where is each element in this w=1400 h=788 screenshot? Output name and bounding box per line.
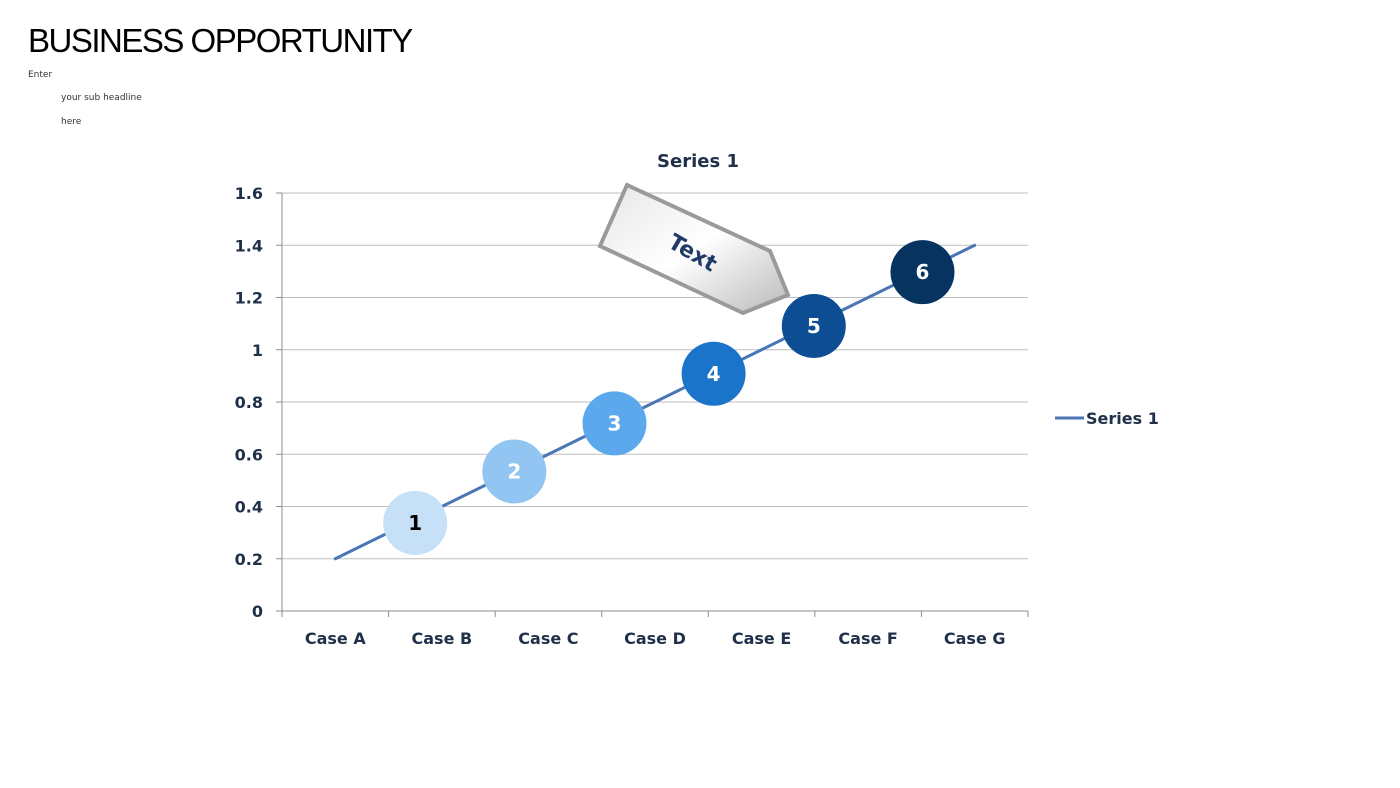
y-tick-label: 0.6 [235,445,263,464]
x-tick-label: Case C [518,629,578,648]
step-marker-circle [582,391,647,456]
y-tick-label: 0.8 [235,393,263,412]
step-marker-label: 1 [408,511,422,535]
step-marker-circle [681,341,746,406]
y-tick-label: 0.2 [235,550,263,569]
subheadline-line-3: here [61,117,82,127]
y-tick-label: 0.4 [235,498,263,517]
step-marker-label: 6 [916,260,930,284]
page-title: BUSINESS OPPORTUNITY [28,22,413,59]
legend-label: Series 1 [1086,409,1159,428]
step-marker-circle [890,240,955,305]
step-marker-label: 5 [807,314,821,338]
x-tick-label: Case F [838,629,897,648]
y-tick-label: 1.2 [235,289,263,308]
x-tick-label: Case E [732,629,791,648]
step-marker-circle [482,439,547,504]
step-marker-label: 4 [707,362,721,386]
y-tick-label: 0 [252,602,263,621]
x-tick-label: Case A [305,629,366,648]
step-marker-circle [383,490,448,555]
subheadline-line-1: Enter [28,70,53,80]
x-tick-label: Case D [624,629,686,648]
chart-title: Series 1 [657,151,739,172]
subheadline-line-2: your sub headline [61,93,142,103]
y-tick-label: 1.6 [235,184,263,203]
step-marker-circle [781,293,846,358]
y-tick-label: 1 [252,341,263,360]
step-marker-label: 2 [507,459,521,483]
x-tick-label: Case G [944,629,1006,648]
callout-shape: Text [597,182,791,316]
x-tick-label: Case B [412,629,473,648]
y-tick-label: 1.4 [235,236,263,255]
step-marker-label: 3 [608,411,622,435]
